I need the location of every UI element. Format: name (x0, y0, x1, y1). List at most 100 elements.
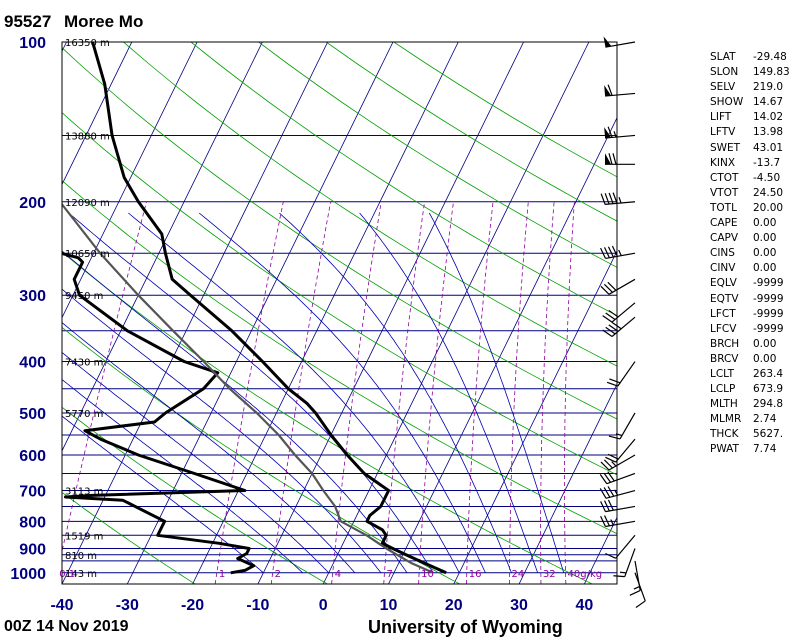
index-name: TOTL (710, 201, 737, 214)
index-name: VTOT (710, 186, 739, 199)
isotherm-line (518, 383, 617, 584)
index-value: 5627. (753, 428, 784, 441)
index-row: LFCV -9999 (710, 322, 793, 337)
temperature-tick-label: -20 (181, 597, 204, 614)
wind-barb (613, 548, 636, 578)
moist-adiabat-line (68, 212, 434, 574)
index-name: PWAT (710, 443, 739, 456)
data-source: University of Wyoming (368, 617, 563, 637)
index-value: 2.74 (753, 413, 777, 426)
wind-barb-flag (603, 487, 611, 498)
wind-barb (599, 486, 636, 499)
index-name: BRCV (710, 352, 739, 365)
height-label: 9450 m (65, 291, 103, 302)
index-value: 13.98 (753, 126, 784, 139)
isotherm-line (257, 42, 524, 584)
wind-barb-flag (611, 245, 618, 257)
wind-barb-pennant (604, 85, 612, 97)
dry-adiabat-line (62, 112, 617, 476)
moist-adiabat-line (198, 212, 486, 573)
wind-barb-staff (605, 505, 636, 513)
index-name: SWET (710, 141, 741, 154)
height-label: 7430 m (65, 358, 103, 369)
index-name: BRCH (710, 337, 740, 350)
index-name: CAPE (710, 217, 738, 230)
height-label: 3113 m (65, 487, 103, 498)
index-name: LFTV (710, 126, 736, 139)
wind-barb-half-flag (610, 519, 614, 526)
index-row: TOTL 20.00 (710, 201, 793, 216)
dewpoint-profile-line (62, 251, 256, 575)
dry-adiabat-line (190, 42, 617, 317)
sounding-date: 00Z 14 Nov 2019 (4, 618, 129, 635)
wind-barb-flag (600, 193, 606, 205)
wind-barb-flag (607, 499, 614, 511)
moist-adiabat-line (62, 351, 329, 574)
pressure-tick-label: 500 (19, 406, 46, 423)
mixing-ratio-line (466, 201, 494, 584)
wind-barb (605, 534, 636, 559)
wind-barb (602, 302, 636, 323)
mixing-ratio-line (270, 201, 331, 584)
dry-adiabat-line (62, 583, 63, 584)
index-name: SHOW (710, 96, 744, 109)
index-value: 43.01 (753, 141, 784, 154)
wind-barb-flag (605, 456, 616, 463)
index-row: MLTH 294.8 (710, 397, 793, 412)
height-label: 1519 m (65, 531, 103, 542)
index-value: 149.83 (753, 66, 790, 79)
index-row: BRCV 0.00 (710, 352, 793, 367)
wind-barb-flag (603, 247, 610, 258)
index-name: THCK (710, 428, 739, 441)
wind-barb-flag (608, 435, 621, 440)
index-name: LFCT (710, 307, 736, 320)
wind-barb-flag (605, 326, 616, 335)
wind-barb-staff (611, 316, 636, 337)
wind-barb-half-flag (611, 461, 617, 467)
index-value: 0.00 (753, 217, 777, 230)
wind-barb-flag (600, 285, 610, 295)
pressure-tick-label: 1000 (10, 566, 46, 583)
wind-barb (600, 499, 636, 513)
mixing-ratio-label: 7 (387, 569, 393, 580)
index-row: EQLV -9999 (710, 276, 793, 291)
wind-barb-flag (603, 500, 610, 512)
wind-barb (605, 438, 636, 463)
height-label: 10650 m (65, 249, 110, 260)
wind-barbs (599, 36, 646, 609)
moist-adiabat-line (62, 288, 382, 574)
index-row: SELV 219.0 (710, 80, 793, 95)
mixing-ratio-line (418, 201, 454, 584)
wind-barb-flag (609, 378, 621, 384)
index-name: LIFT (710, 111, 732, 124)
wind-barb-staff (605, 201, 636, 205)
mixing-ratio-label: 10 (421, 569, 434, 580)
mixing-ratio-label: 40g/kg (568, 569, 603, 580)
moist-adiabat-line (62, 378, 303, 574)
pressure-tick-label: 200 (19, 195, 46, 212)
station-id: 95527 (4, 12, 52, 31)
wind-barb-flag (603, 472, 612, 483)
index-row: VTOT 24.50 (710, 186, 793, 201)
pressure-tick-label: 700 (19, 484, 46, 501)
mixing-ratio-line (214, 201, 284, 584)
index-value: 14.67 (753, 96, 784, 109)
index-row: CTOT -4.50 (710, 171, 793, 186)
wind-barb-flag (602, 329, 613, 337)
wind-barb (600, 454, 636, 471)
index-row: THCK 5627. (710, 427, 793, 442)
mixing-ratio-label: 24 (512, 569, 525, 580)
wind-barb-flag (635, 600, 646, 609)
index-name: CINS (710, 247, 735, 260)
wind-barb-half-flag (619, 571, 627, 574)
wind-barb-half-flag (633, 585, 640, 590)
index-row: SHOW 14.67 (710, 95, 793, 110)
chart-grid (62, 42, 617, 584)
moist-adiabat-line (279, 212, 512, 573)
moist-adiabat-line (62, 322, 356, 574)
wind-barb-staff (605, 92, 636, 97)
index-row: SWET 43.01 (710, 141, 793, 156)
wind-barb-flag (600, 501, 606, 512)
wind-barb (600, 515, 636, 528)
